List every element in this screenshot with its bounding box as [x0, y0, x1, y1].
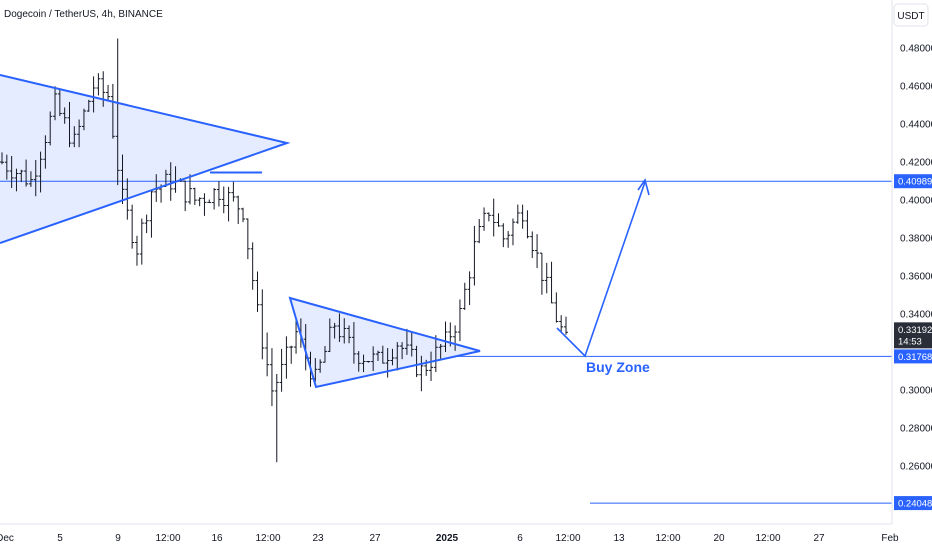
x-tick-label: 2025: [436, 533, 459, 544]
currency-label: USDT: [897, 11, 924, 22]
x-tick-label: Dec: [0, 533, 14, 544]
chart-title: Dogecoin / TetherUS, 4h, BINANCE: [4, 9, 163, 20]
currency-box: [893, 3, 929, 27]
x-tick-label: 12:00: [655, 533, 680, 544]
price-tag-label: 0.40989: [898, 177, 932, 188]
x-tick-label: 13: [613, 533, 625, 544]
projection-path: [556, 181, 646, 358]
drawings: [0, 74, 650, 389]
x-tick-label: 9: [115, 533, 121, 544]
price-tag: [894, 349, 932, 364]
x-tick-label: 20: [713, 533, 725, 544]
projection-arrowhead: [637, 178, 650, 196]
x-tick-label: 5: [57, 533, 63, 544]
x-tick-label: 12:00: [555, 533, 580, 544]
x-tick-label: Feb: [881, 533, 899, 544]
triangle-mid-fill: [290, 298, 480, 387]
x-tick-label: 27: [369, 533, 381, 544]
x-tick-label: 12:00: [155, 533, 180, 544]
buy-zone-label: Buy Zone: [586, 359, 650, 375]
countdown-label: 14:53: [898, 336, 922, 347]
price-tag: [894, 496, 932, 511]
x-tick-label: 23: [312, 533, 324, 544]
x-tick-label: 6: [517, 533, 523, 544]
horizontal-lines: [0, 171, 892, 504]
current-price-tag: [894, 322, 932, 349]
triangle-left-fill: [0, 75, 287, 243]
price-bars: [0, 38, 568, 463]
current-price-label: 0.33192: [898, 325, 932, 336]
triangle-mid-outline: [288, 296, 481, 389]
pattern-fills: [0, 75, 480, 387]
price-tag: [894, 174, 932, 189]
price-tag-label: 0.24048: [898, 499, 932, 510]
y-tick-label: 0.26000: [900, 462, 932, 473]
price-tag-label: 0.31768: [898, 352, 932, 363]
x-tick-label: 12:00: [255, 533, 280, 544]
x-tick-label: 12:00: [755, 533, 780, 544]
triangle-left-outline: [0, 74, 291, 244]
x-tick-label: 16: [211, 533, 223, 544]
x-tick-label: 27: [813, 533, 825, 544]
